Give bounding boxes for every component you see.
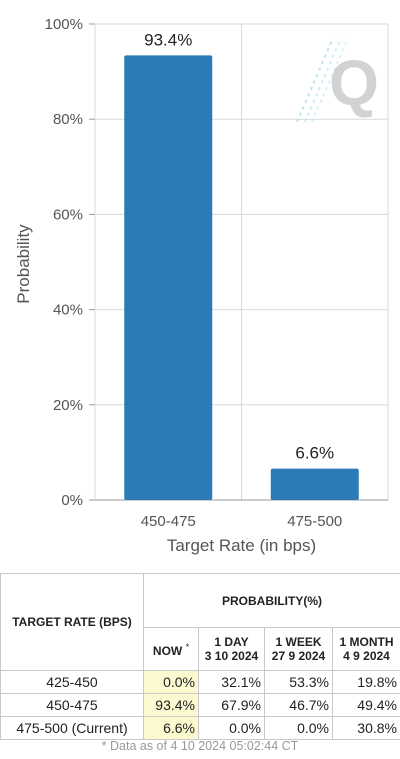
- now-cell: 93.4%: [143, 693, 199, 717]
- y-tick-label: 20%: [53, 397, 83, 414]
- y-tick-label: 60%: [53, 206, 83, 223]
- day-cell: 32.1%: [198, 670, 265, 694]
- now-cell: 0.0%: [143, 670, 199, 694]
- column-header-line1: 1 DAY: [214, 635, 249, 650]
- bar-value-label: 93.4%: [144, 30, 192, 49]
- logo-watermark-line: [311, 37, 349, 123]
- day-cell: 0.0%: [198, 716, 265, 740]
- bar: [270, 468, 359, 500]
- y-tick-label: 40%: [53, 302, 83, 319]
- logo-watermark-line: [304, 37, 342, 123]
- x-axis-title: Target Rate (in bps): [167, 536, 316, 555]
- chart-svg: 0% 20% 40% 60% 80% 100% Q 93.4% 450-475 6.6% 475-5…: [14, 16, 389, 555]
- month-cell: 30.8%: [332, 716, 400, 740]
- month-cell: 49.4%: [332, 693, 400, 717]
- column-header-line2: 4 9 2024: [343, 649, 390, 664]
- logo-watermark-line: [296, 37, 334, 123]
- now-label: NOW: [152, 644, 183, 659]
- column-header-line1: 1 WEEK: [275, 635, 322, 650]
- y-axis-title: Probability: [14, 224, 33, 304]
- y-tick-label: 80%: [53, 111, 83, 128]
- target-rate-header: TARGET RATE (BPS): [0, 573, 144, 671]
- column-header-1-day: 1 DAY 3 10 2024: [198, 627, 265, 671]
- column-header-line2: 27 9 2024: [271, 649, 326, 664]
- x-tick-label: 475-500: [287, 513, 342, 530]
- rate-cell: 450-475: [0, 693, 144, 717]
- now-cell: 6.6%: [143, 716, 199, 740]
- y-tick-label: 100%: [45, 16, 83, 33]
- rate-cell: 425-450: [0, 670, 144, 694]
- day-cell: 67.9%: [198, 693, 265, 717]
- probability-header: PROBABILITY(%): [143, 572, 400, 629]
- week-cell: 46.7%: [264, 693, 333, 717]
- bar-value-label: 6.6%: [295, 444, 334, 463]
- table-row: 425-450 0.0% 32.1% 53.3% 19.8%: [0, 670, 400, 694]
- week-cell: 0.0%: [264, 716, 333, 740]
- table-row: 475-500 (Current) 6.6% 0.0% 0.0% 30.8%: [0, 716, 400, 740]
- rate-cell: 475-500 (Current): [0, 716, 144, 740]
- probability-table: TARGET RATE (BPS) PROBABILITY(%) NOW * 1…: [0, 572, 400, 740]
- probability-chart: 0% 20% 40% 60% 80% 100% Q 93.4% 450-475 6.6% 475-5…: [14, 16, 389, 555]
- week-cell: 53.3%: [264, 670, 333, 694]
- logo-watermark: Q: [329, 47, 379, 119]
- now-marker: *: [185, 642, 190, 653]
- month-cell: 19.8%: [332, 670, 400, 694]
- x-tick-label: 450-475: [141, 513, 196, 530]
- column-header-1-month: 1 MONTH 4 9 2024: [332, 627, 400, 671]
- table-row: 450-475 93.4% 67.9% 46.7% 49.4%: [0, 693, 400, 717]
- data-timestamp-footnote: * Data as of 4 10 2024 05:02:44 CT: [101, 739, 299, 753]
- column-header-line2: 3 10 2024: [204, 649, 259, 664]
- bar: [124, 55, 213, 500]
- now-column-header: NOW *: [143, 627, 199, 671]
- column-header-line1: 1 MONTH: [339, 635, 394, 650]
- column-header-1-week: 1 WEEK 27 9 2024: [264, 627, 333, 671]
- y-tick-label: 0%: [61, 492, 83, 509]
